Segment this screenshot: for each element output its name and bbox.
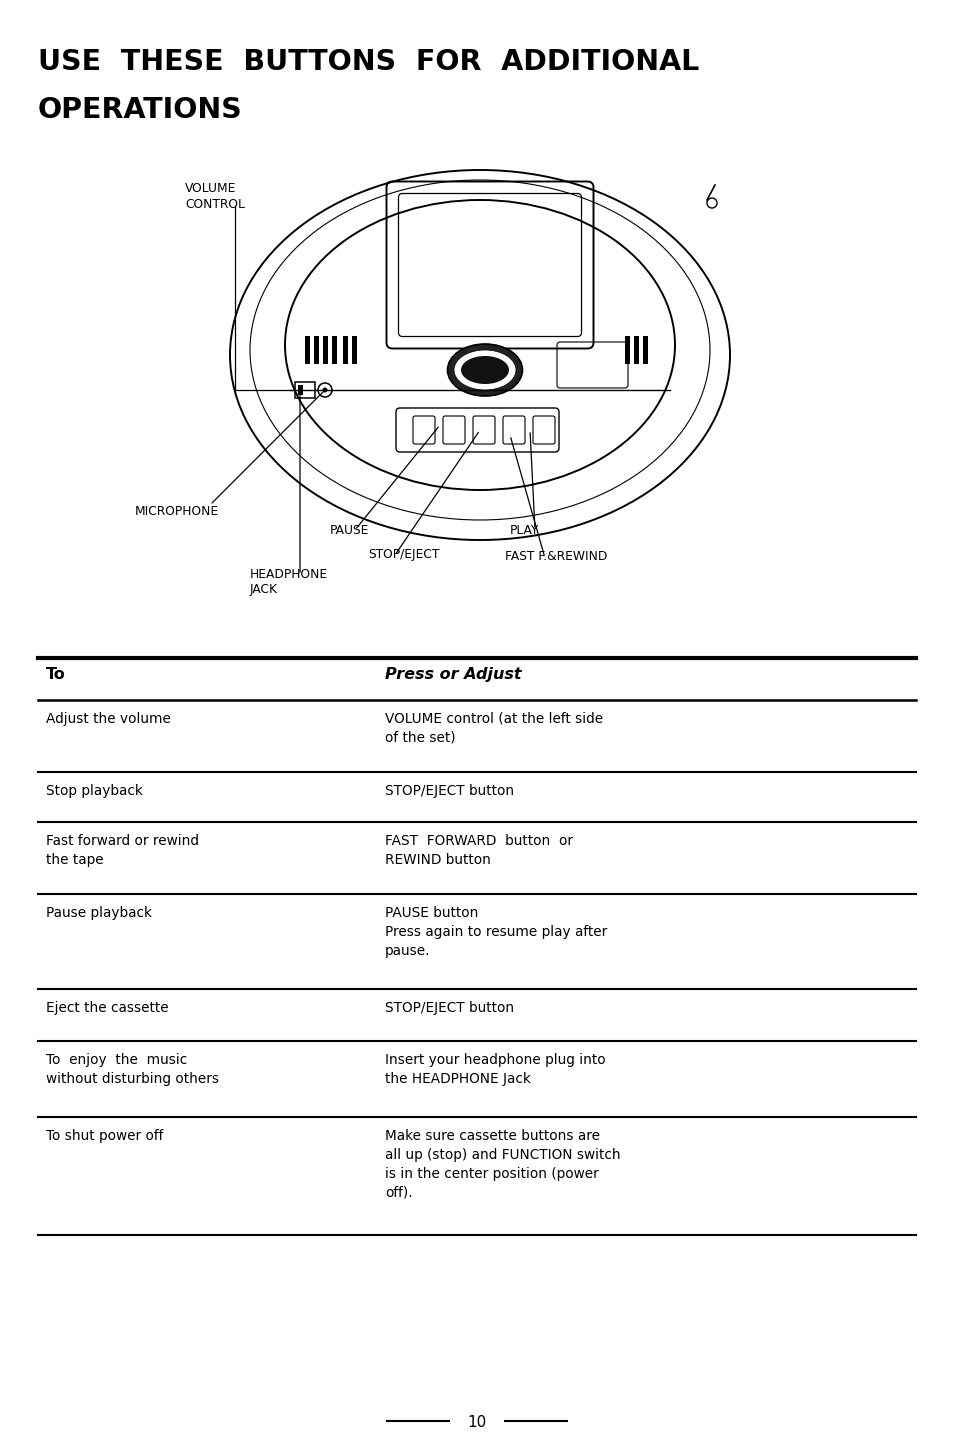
Text: VOLUME control (at the left side
of the set): VOLUME control (at the left side of the …: [385, 712, 602, 745]
Text: To: To: [46, 667, 66, 681]
Bar: [634, 336, 639, 365]
Text: VOLUME
CONTROL: VOLUME CONTROL: [185, 182, 245, 211]
Text: STOP/EJECT button: STOP/EJECT button: [385, 1001, 514, 1016]
Bar: [343, 336, 348, 365]
Bar: [352, 336, 356, 365]
Bar: [642, 336, 647, 365]
Text: Pause playback: Pause playback: [46, 907, 152, 920]
Text: USE  THESE  BUTTONS  FOR  ADDITIONAL: USE THESE BUTTONS FOR ADDITIONAL: [38, 48, 699, 76]
Ellipse shape: [454, 350, 516, 389]
Text: Adjust the volume: Adjust the volume: [46, 712, 171, 726]
Bar: [332, 336, 336, 365]
Text: Fast forward or rewind
the tape: Fast forward or rewind the tape: [46, 834, 199, 867]
Text: FAST F.&REWIND: FAST F.&REWIND: [504, 551, 607, 562]
Bar: [314, 336, 318, 365]
Text: MICROPHONE: MICROPHONE: [135, 506, 219, 519]
Text: Eject the cassette: Eject the cassette: [46, 1001, 169, 1016]
Text: FAST  FORWARD  button  or
REWIND button: FAST FORWARD button or REWIND button: [385, 834, 573, 867]
Ellipse shape: [447, 344, 522, 397]
Bar: [305, 336, 310, 365]
Text: Press or Adjust: Press or Adjust: [385, 667, 521, 681]
Ellipse shape: [460, 356, 509, 384]
Bar: [323, 336, 328, 365]
Text: HEADPHONE
JACK: HEADPHONE JACK: [250, 568, 328, 597]
Text: Insert your headphone plug into
the HEADPHONE Jack: Insert your headphone plug into the HEAD…: [385, 1053, 605, 1085]
Bar: [294, 382, 314, 398]
Text: To  enjoy  the  music
without disturbing others: To enjoy the music without disturbing ot…: [46, 1053, 219, 1085]
Text: To shut power off: To shut power off: [46, 1129, 163, 1144]
Text: Make sure cassette buttons are
all up (stop) and FUNCTION switch
is in the cente: Make sure cassette buttons are all up (s…: [385, 1129, 620, 1200]
Bar: [297, 385, 303, 395]
Text: PAUSE: PAUSE: [330, 525, 369, 538]
Ellipse shape: [322, 388, 327, 392]
Text: PAUSE button
Press again to resume play after
pause.: PAUSE button Press again to resume play …: [385, 907, 607, 958]
Text: Stop playback: Stop playback: [46, 785, 143, 798]
Text: STOP/EJECT: STOP/EJECT: [368, 548, 439, 561]
Bar: [624, 336, 629, 365]
Text: OPERATIONS: OPERATIONS: [38, 96, 242, 124]
Text: PLAY: PLAY: [510, 525, 538, 538]
Text: 10: 10: [467, 1415, 486, 1430]
Text: STOP/EJECT button: STOP/EJECT button: [385, 785, 514, 798]
